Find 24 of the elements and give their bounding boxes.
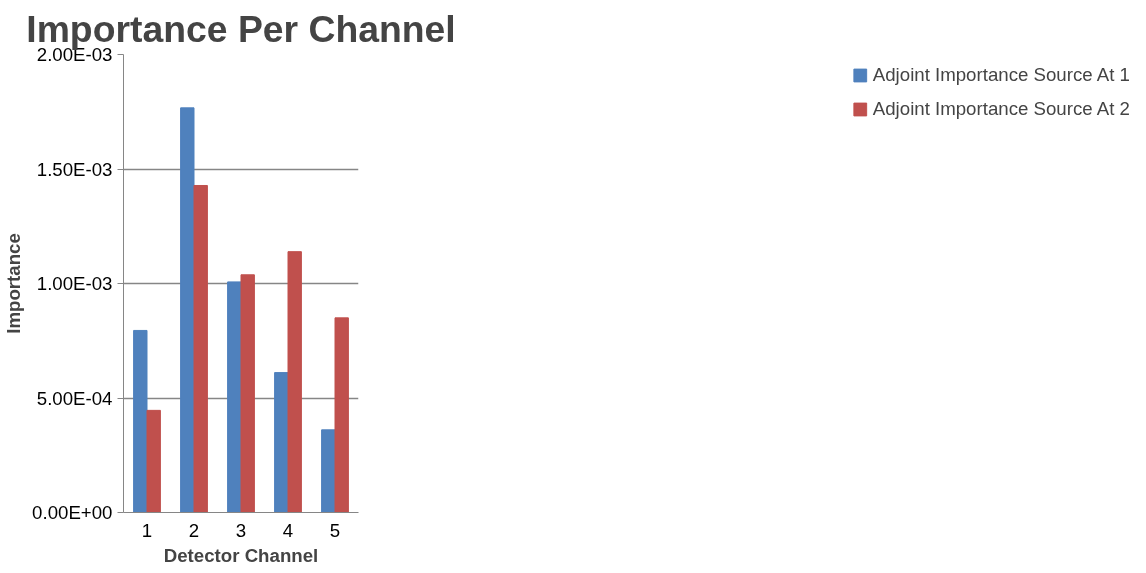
bar xyxy=(274,372,289,513)
y-tick-label: 1.00E-03 xyxy=(36,273,113,294)
x-tick-label: 1 xyxy=(141,519,153,541)
x-tick-label: 5 xyxy=(329,519,341,541)
bar xyxy=(146,409,161,513)
x-tick-label: 3 xyxy=(235,519,247,541)
bar xyxy=(227,281,242,513)
bar xyxy=(321,429,336,513)
chart-title: Importance Per Channel xyxy=(26,7,456,50)
bar xyxy=(334,317,349,513)
y-tick-label: 1.50E-03 xyxy=(36,158,113,180)
y-tick-label: 0.00E+00 xyxy=(32,502,113,523)
x-tick-label: 4 xyxy=(282,519,294,541)
legend-label: Adjoint Importance Source At 1 xyxy=(872,64,1130,86)
bar xyxy=(287,251,302,513)
x-axis-title: Detector Channel xyxy=(163,544,319,566)
x-tick-label: 2 xyxy=(188,519,200,541)
y-axis-title: Importance xyxy=(3,233,25,334)
bar xyxy=(133,329,148,513)
bar xyxy=(180,107,195,513)
legend-label: Adjoint Importance Source At 2 xyxy=(872,98,1130,120)
bar xyxy=(240,274,255,513)
bar xyxy=(193,184,208,513)
y-tick-label: 5.00E-04 xyxy=(36,387,113,409)
